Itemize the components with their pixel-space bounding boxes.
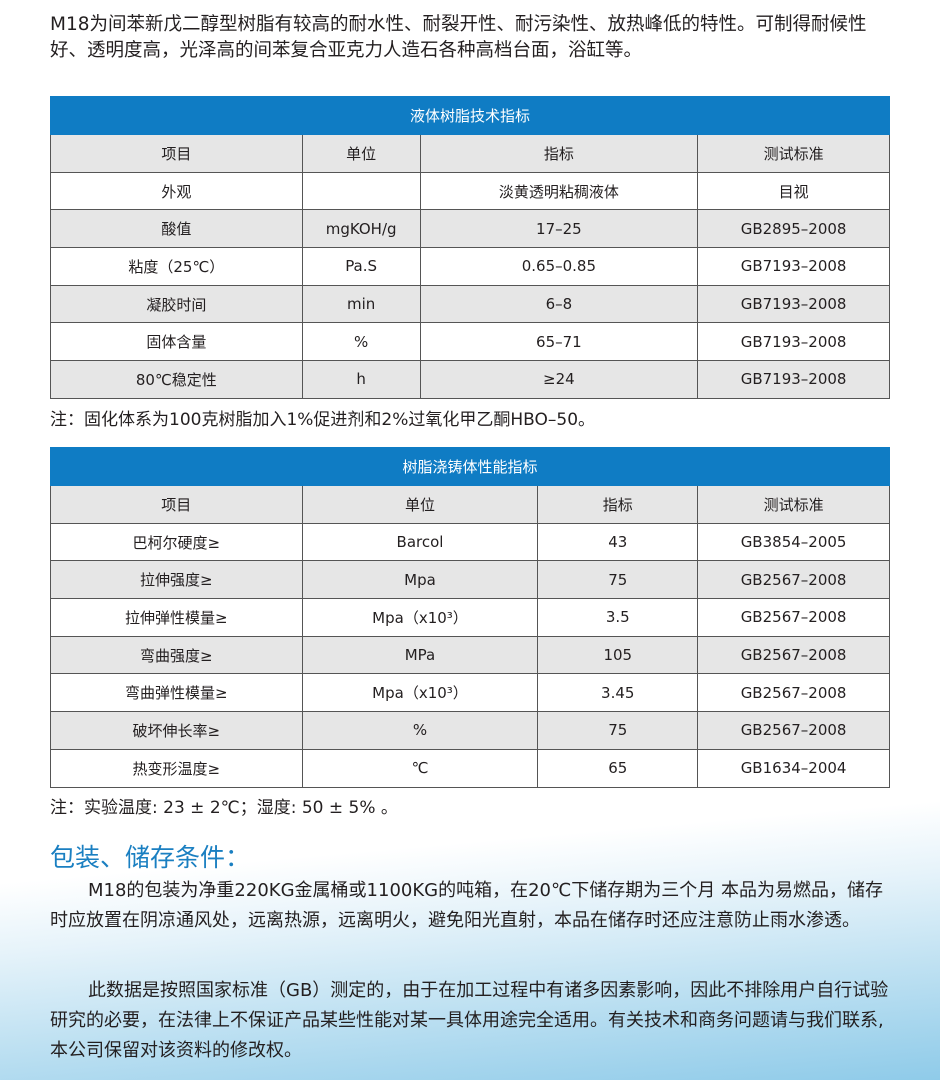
- table-cell: GB2567–2008: [697, 560, 890, 600]
- table-cell: 淡黄透明粘稠液体: [419, 171, 699, 211]
- table-cell: GB2567–2008: [697, 598, 890, 637]
- col-header: 单位: [301, 485, 539, 524]
- packaging-paragraph: M18的包装为净重220KG金属桶或1100KG的吨箱，在20℃下储存期为三个月…: [50, 880, 883, 931]
- table-cell: [301, 171, 421, 211]
- table-cell: GB2567–2008: [697, 673, 890, 713]
- table-cell: GB1634–2004: [697, 748, 890, 788]
- table-cell: ≥24: [419, 360, 699, 399]
- table-cell: 凝胶时间: [50, 284, 303, 324]
- table-title: 树脂浇铸体性能指标: [50, 447, 890, 486]
- col-header: 测试标准: [697, 134, 890, 173]
- col-header: 测试标准: [697, 485, 890, 524]
- table-cell: 6–8: [419, 284, 699, 324]
- col-header: 单位: [301, 134, 421, 173]
- table-cell: 拉伸弹性模量≥: [50, 598, 303, 637]
- table-row: 破坏伸长率≥% 75 GB2567–2008: [50, 711, 890, 750]
- table-cell: mgKOH/g: [301, 209, 421, 249]
- table-cell: Barcol: [301, 522, 539, 562]
- table-cell: GB7193–2008: [697, 360, 890, 399]
- table-cell: MPa: [301, 635, 539, 675]
- liquid-resin-spec-table: 液体树脂技术指标 项目 单位 指标 测试标准 外观 淡黄透明粘稠液体 目视 酸值 mgKOH/…: [50, 96, 890, 399]
- table-row: 凝胶时间 min 6–8 GB7193–2008: [50, 284, 890, 324]
- table-cell: 粘度（25℃）: [50, 247, 303, 286]
- test-conditions-note: 注：实验温度: 23 ± 2℃；湿度: 50 ± 5% 。: [50, 798, 398, 818]
- cure-note: 注：固化体系为100克树脂加入1%促进剂和2%过氧化甲乙酮HBO–50。: [50, 410, 596, 430]
- table-row: 固体含量% 65–71 GB7193–2008: [50, 322, 890, 362]
- table-row: 酸值 mgKOH/g 17–25 GB2895–2008: [50, 209, 890, 249]
- table-row: 粘度（25℃） Pa.S 0.65–0.85 GB7193–2008: [50, 247, 890, 286]
- table-cell: 酸值: [50, 209, 303, 249]
- table-cell: 外观: [50, 171, 303, 211]
- intro-text: M18为间苯新戊二醇型树脂有较高的耐水性、耐裂开性、耐污染性、放热峰低的特性。可…: [50, 14, 867, 61]
- table-row: 巴柯尔硬度≥ Barcol 43 GB3854–2005: [50, 522, 890, 562]
- col-header: 指标: [537, 485, 699, 524]
- table-cell: min: [301, 284, 421, 324]
- table-cell: 弯曲弹性模量≥: [50, 673, 303, 713]
- table-cell: 固体含量: [50, 322, 303, 362]
- table-row: 弯曲弹性模量≥ Mpa（x10³） 3.45 GB2567–2008: [50, 673, 890, 713]
- table-cell: GB3854–2005: [697, 522, 890, 562]
- table-cell: ℃: [301, 748, 539, 788]
- table-cell: 弯曲强度≥: [50, 635, 303, 675]
- table-row: 80℃稳定性 h ≥24 GB7193–2008: [50, 360, 890, 399]
- table-cell: %: [301, 711, 539, 750]
- table-cell: 3.45: [537, 673, 699, 713]
- table-cell: Mpa（x10³）: [301, 598, 539, 637]
- table-cell: 75: [537, 560, 699, 600]
- table-cell: 65–71: [419, 322, 699, 362]
- table-cell: Pa.S: [301, 247, 421, 286]
- table-cell: 破坏伸长率≥: [50, 711, 303, 750]
- table-cell: 65: [537, 748, 699, 788]
- table-cell: 43: [537, 522, 699, 562]
- table-row: 热变形温度≥ ℃ 65 GB1634–2004: [50, 748, 890, 788]
- table-cell: 80℃稳定性: [50, 360, 303, 399]
- table-cell: GB2567–2008: [697, 711, 890, 750]
- table-cell: %: [301, 322, 421, 362]
- section-title: 包装、储存条件：: [50, 843, 251, 872]
- table-cell: 0.65–0.85: [419, 247, 699, 286]
- table-row: 外观 淡黄透明粘稠液体 目视: [50, 171, 890, 211]
- table-cell: 75: [537, 711, 699, 750]
- col-header: 指标: [419, 134, 699, 173]
- table-cell: Mpa（x10³）: [301, 673, 539, 713]
- table-row: 拉伸弹性模量≥ Mpa（x10³） 3.5 GB2567–2008: [50, 598, 890, 637]
- table-cell: 17–25: [419, 209, 699, 249]
- table-cell: 105: [537, 635, 699, 675]
- table-cell: GB2895–2008: [697, 209, 890, 249]
- table-cell: Mpa: [301, 560, 539, 600]
- table-row: 拉伸强度≥ Mpa 75 GB2567–2008: [50, 560, 890, 600]
- col-header: 项目: [50, 134, 303, 173]
- table-cell: 热变形温度≥: [50, 748, 303, 788]
- table-cell: GB7193–2008: [697, 247, 890, 286]
- table-cell: 巴柯尔硬度≥: [50, 522, 303, 562]
- table-cell: 3.5: [537, 598, 699, 637]
- disclaimer-paragraph: 此数据是按照国家标准（GB）测定的，由于在加工过程中有诸多因素影响，因此不排除用…: [50, 980, 889, 1061]
- table-cell: GB7193–2008: [697, 322, 890, 362]
- table-row: 弯曲强度≥ MPa 105 GB2567–2008: [50, 635, 890, 675]
- table-cell: h: [301, 360, 421, 399]
- table-cell: 拉伸强度≥: [50, 560, 303, 600]
- table-title: 液体树脂技术指标: [50, 96, 890, 135]
- table-cell: GB7193–2008: [697, 284, 890, 324]
- table-cell: GB2567–2008: [697, 635, 890, 675]
- col-header: 项目: [50, 485, 303, 524]
- table-cell: 目视: [697, 171, 890, 211]
- casting-performance-table: 树脂浇铸体性能指标 项目 单位 指标 测试标准 巴柯尔硬度≥ Barcol 43 GB385…: [50, 447, 890, 788]
